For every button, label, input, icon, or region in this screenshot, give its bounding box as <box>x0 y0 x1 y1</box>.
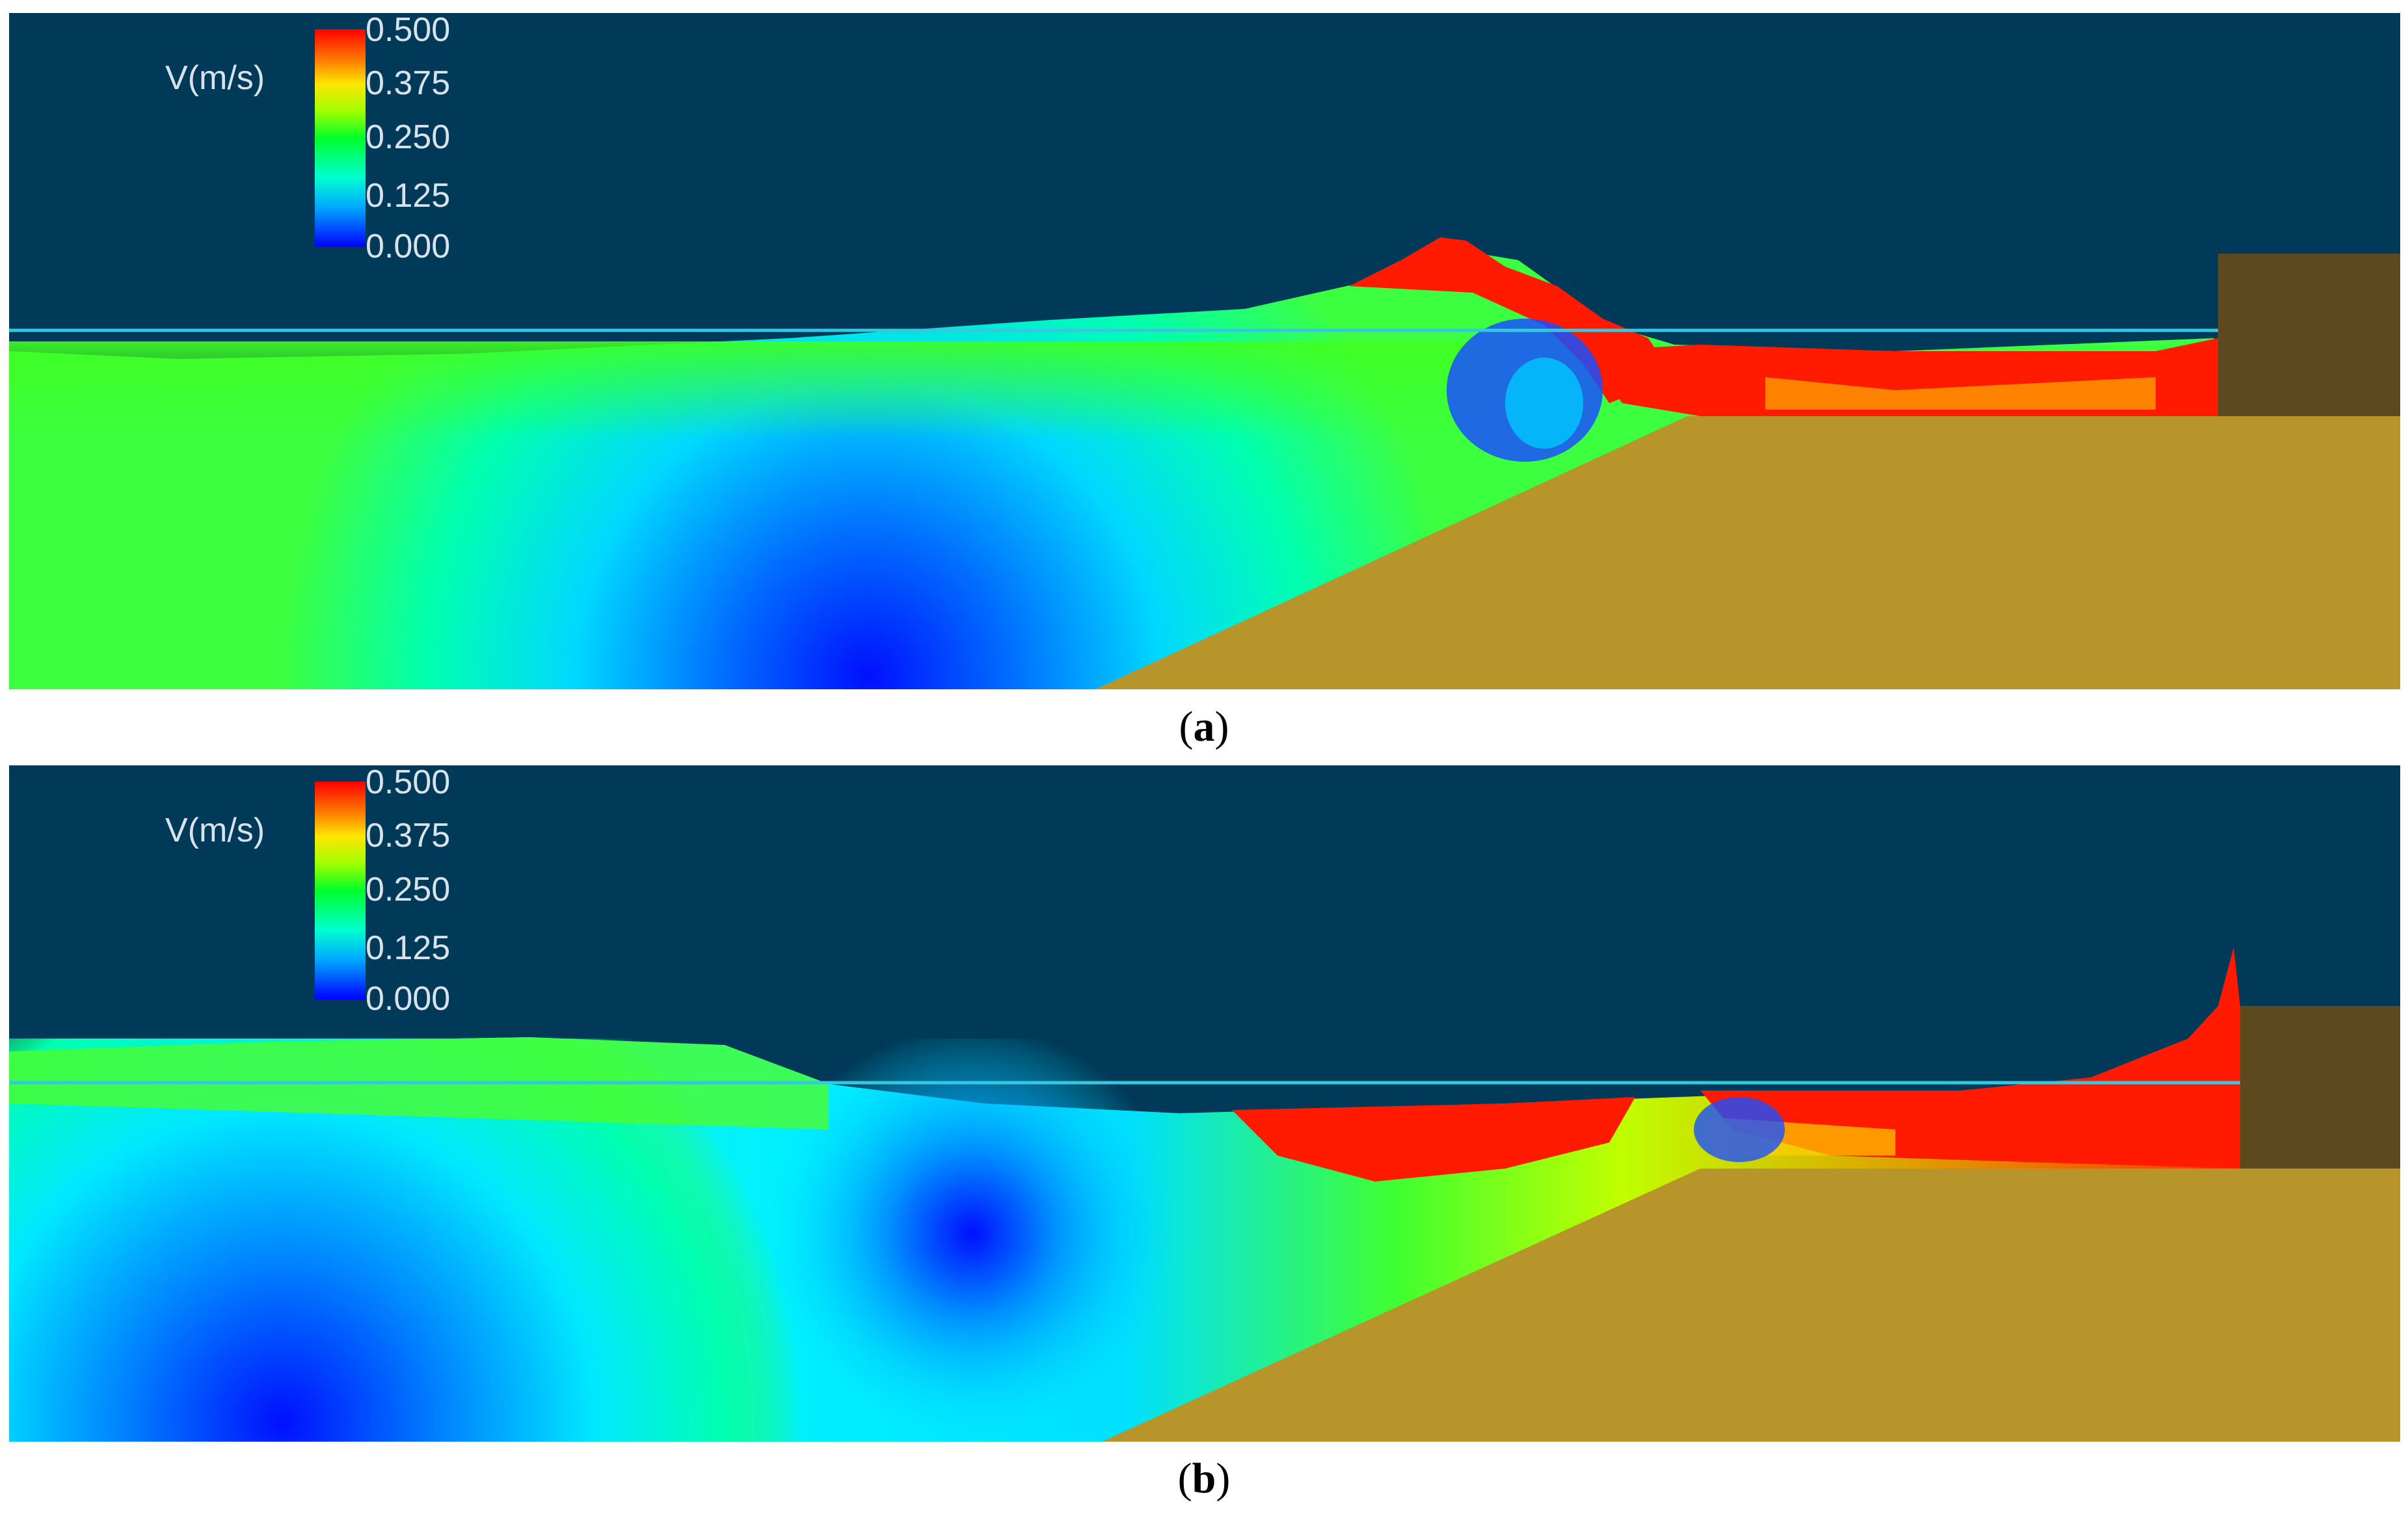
velocity-field-a <box>9 237 2400 689</box>
velocity-field-b <box>9 947 2400 1442</box>
legend-tick-0375-b: 0.375 <box>366 817 451 854</box>
legend-tick-0250-b: 0.250 <box>366 871 451 908</box>
legend-tick-0125-a: 0.125 <box>366 177 451 215</box>
legend-tick-0000-b: 0.000 <box>366 980 451 1018</box>
legend-tick-0500-b: 0.500 <box>366 765 451 801</box>
simulation-panel-a: V(m/s) 0.500 0.375 0.250 0.125 0.000 <box>9 13 2400 689</box>
caption-a: (a) <box>1179 703 1229 750</box>
sediment-slope-a <box>1095 416 2400 689</box>
simulation-panel-b: V(m/s) 0.500 0.375 0.250 0.125 0.000 <box>9 765 2400 1442</box>
legend-tick-0375-a: 0.375 <box>366 64 451 102</box>
colorbar-a <box>315 29 366 247</box>
legend-tick-0250-a: 0.250 <box>366 118 451 156</box>
wall-a <box>2218 254 2400 416</box>
legend-tick-0125-b: 0.125 <box>366 929 451 967</box>
colorbar-b <box>315 782 366 999</box>
sediment-slope-b <box>1102 1169 2400 1442</box>
wall-b <box>2240 1006 2400 1169</box>
legend-title-a: V(m/s) <box>165 59 265 97</box>
caption-b: (b) <box>1177 1455 1231 1502</box>
legend-tick-0500-a: 0.500 <box>366 13 451 49</box>
legend-tick-0000-a: 0.000 <box>366 228 451 265</box>
legend-title-b: V(m/s) <box>165 812 265 849</box>
